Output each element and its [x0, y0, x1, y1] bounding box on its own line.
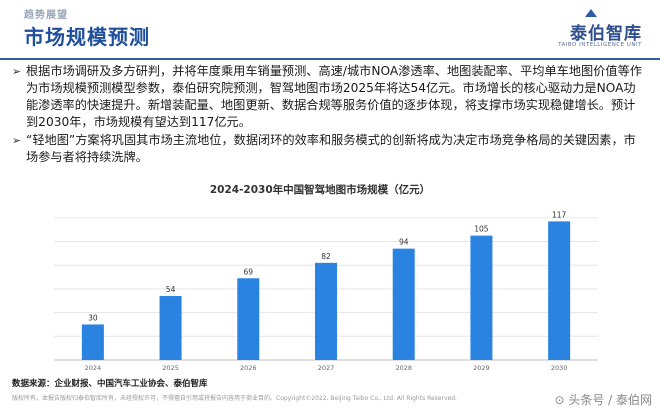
footer: 版权所有。本报告版权归泰伯智库所有，未经授权许可，不得擅自引用或将报告内容用于商…: [0, 391, 660, 411]
bullet-text: “轻地图”方案将巩固其市场主流地位，数据闭环的效率和服务模式的创新将成为决定市场…: [26, 133, 636, 164]
x-tick-label: 2026: [240, 364, 257, 372]
x-tick-label: 2030: [551, 364, 568, 372]
bar-chart: 2024-2030年中国智驾地图市场规模（亿元） 30 2024 54 2025 69 2…: [18, 172, 622, 372]
data-label: 105: [474, 225, 489, 234]
data-label: 69: [244, 267, 254, 276]
bar: [159, 296, 182, 360]
page-title: 市场规模预测: [24, 25, 150, 49]
bar: [315, 262, 337, 360]
bar: [81, 324, 104, 360]
arrow-bullet-icon: ➢: [12, 65, 22, 78]
x-tick-label: 2028: [395, 364, 412, 372]
bar: [237, 278, 260, 360]
data-label: 54: [166, 285, 176, 294]
x-tick-label: 2029: [473, 364, 490, 372]
bar: [392, 248, 415, 360]
data-source: 数据来源：企业财报、中国汽车工业协会、泰伯智库: [12, 379, 208, 389]
copyright-text: 版权所有。本报告版权归泰伯智库所有，未经授权许可，不得擅自引用或将报告内容用于商…: [12, 395, 457, 402]
logo-text-en: TAIBO INTELLIGENCE UNIT: [558, 42, 642, 48]
bullet-text: 根据市场调研及多方研判，并将年度乘用车销量预测、高速/城市NOA渗透率、地图装配…: [26, 64, 642, 129]
chart-plot: 30 2024 54 2025 69 2026 82 2027 94 2028 105 2029 117…: [54, 210, 598, 372]
bar: [470, 235, 493, 360]
chart-title: 2024-2030年中国智驾地图市场规模（亿元）: [209, 184, 431, 196]
brand-logo: 泰伯智库 TAIBO INTELLIGENCE UNIT: [538, 8, 642, 52]
logo-text-cn: 泰伯智库: [570, 24, 642, 44]
x-tick-label: 2024: [85, 364, 102, 372]
bullet-item: ➢ 根据市场调研及多方研判，并将年度乘用车销量预测、高速/城市NOA渗透率、地图…: [12, 63, 642, 131]
data-label: 117: [552, 210, 567, 219]
section-label: 趋势展望: [24, 10, 68, 21]
watermark: ⊙ 头条号 / 泰伯网: [554, 393, 652, 407]
logo-mark-icon: [585, 9, 597, 17]
x-tick-label: 2025: [162, 364, 179, 372]
data-label: 82: [321, 252, 331, 261]
x-tick-label: 2027: [318, 364, 335, 372]
arrow-bullet-icon: ➢: [12, 134, 22, 147]
data-label: 30: [88, 313, 98, 322]
bullet-item: ➢ “轻地图”方案将巩固其市场主流地位，数据闭环的效率和服务模式的创新将成为决定…: [12, 132, 642, 166]
title-divider: [0, 58, 660, 60]
bar: [548, 221, 571, 360]
data-label: 94: [399, 238, 409, 247]
bullet-list: ➢ 根据市场调研及多方研判，并将年度乘用车销量预测、高速/城市NOA渗透率、地图…: [12, 63, 642, 167]
